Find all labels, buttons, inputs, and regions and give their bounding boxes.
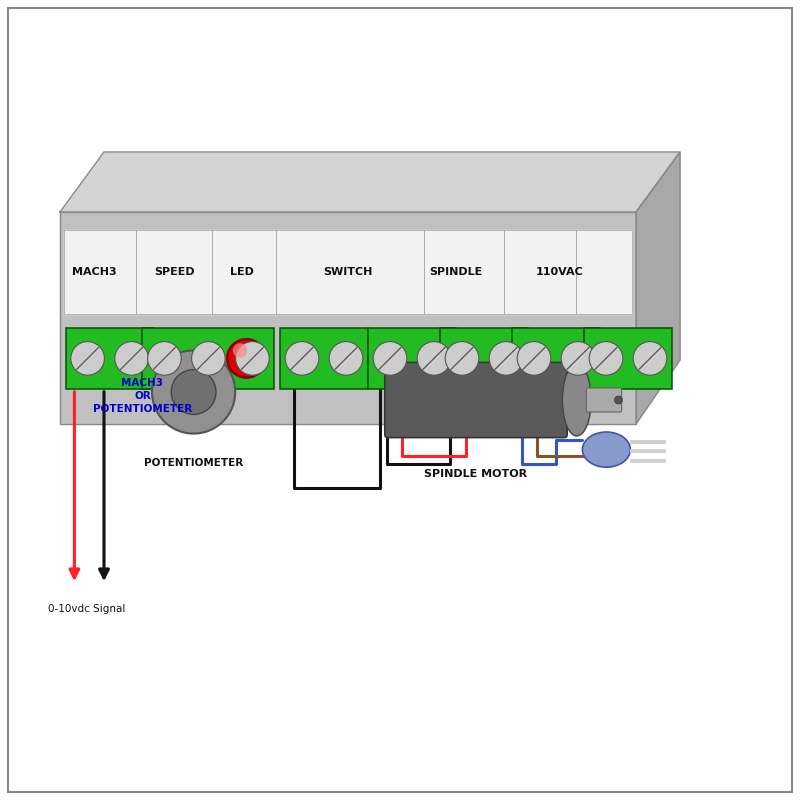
- Circle shape: [171, 370, 216, 414]
- FancyBboxPatch shape: [440, 328, 528, 389]
- FancyBboxPatch shape: [586, 388, 622, 412]
- FancyBboxPatch shape: [385, 362, 567, 438]
- Circle shape: [614, 396, 622, 404]
- FancyBboxPatch shape: [512, 328, 600, 389]
- Circle shape: [227, 339, 266, 378]
- Circle shape: [634, 342, 666, 375]
- Circle shape: [490, 342, 523, 375]
- Circle shape: [518, 342, 550, 375]
- FancyBboxPatch shape: [280, 328, 368, 389]
- Polygon shape: [64, 230, 632, 314]
- FancyBboxPatch shape: [584, 328, 672, 389]
- Text: SWITCH: SWITCH: [323, 267, 373, 277]
- Circle shape: [562, 342, 594, 375]
- Text: SPINDLE MOTOR: SPINDLE MOTOR: [425, 469, 527, 478]
- Circle shape: [589, 342, 622, 375]
- Circle shape: [70, 342, 104, 375]
- Text: LED: LED: [230, 267, 254, 277]
- Polygon shape: [60, 152, 680, 212]
- Circle shape: [445, 342, 478, 375]
- Text: POTENTIOMETER: POTENTIOMETER: [144, 458, 243, 467]
- FancyBboxPatch shape: [368, 328, 456, 389]
- Circle shape: [115, 342, 149, 375]
- Text: 110VAC: 110VAC: [536, 267, 584, 277]
- Circle shape: [374, 342, 407, 375]
- Polygon shape: [636, 152, 680, 424]
- Text: SPEED: SPEED: [154, 267, 194, 277]
- Circle shape: [152, 350, 235, 434]
- Ellipse shape: [582, 432, 630, 467]
- Circle shape: [192, 342, 226, 375]
- Circle shape: [330, 342, 363, 375]
- Circle shape: [235, 342, 269, 375]
- Polygon shape: [60, 212, 636, 424]
- Ellipse shape: [562, 364, 591, 436]
- Text: 0-10vdc Signal: 0-10vdc Signal: [48, 604, 125, 614]
- FancyBboxPatch shape: [66, 328, 154, 389]
- Circle shape: [233, 343, 247, 358]
- Text: MACH3: MACH3: [72, 267, 117, 277]
- Text: SPINDLE: SPINDLE: [430, 267, 482, 277]
- Circle shape: [285, 342, 318, 375]
- Circle shape: [418, 342, 451, 375]
- Circle shape: [147, 342, 181, 375]
- Text: MACH3
OR
POTENTIOMETER: MACH3 OR POTENTIOMETER: [93, 378, 192, 414]
- FancyBboxPatch shape: [142, 328, 274, 389]
